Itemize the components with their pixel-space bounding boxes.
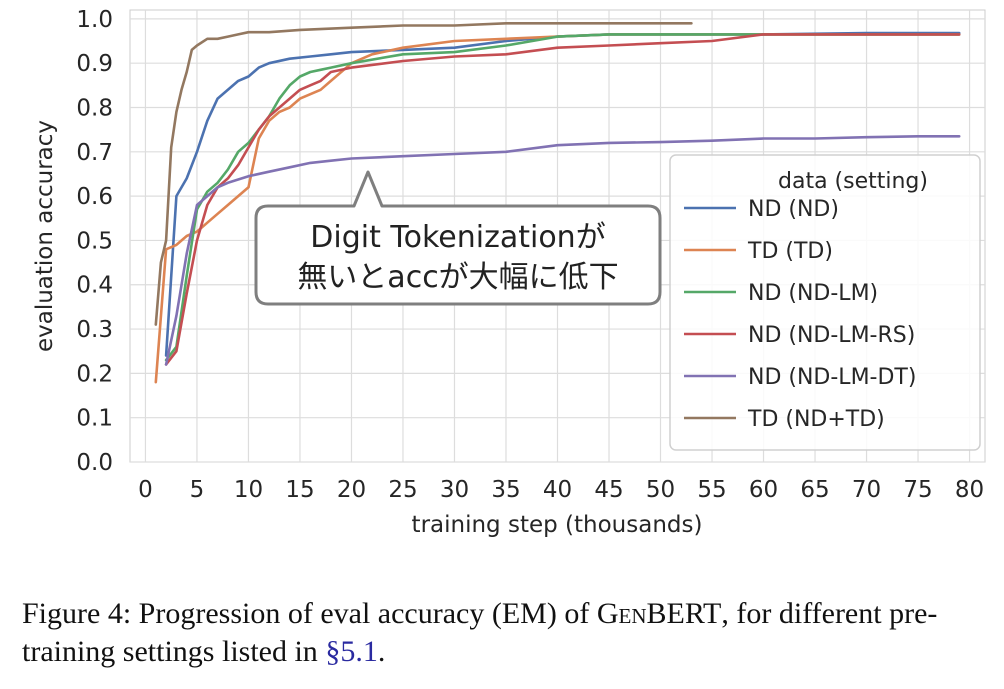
- caption-text-1: Progression of eval accuracy (EM) of: [138, 597, 590, 630]
- legend-label-3: ND (ND-LM): [748, 281, 878, 306]
- legend-label-1: ND (ND): [748, 197, 839, 222]
- caption-model-name: GenBERT: [596, 597, 722, 630]
- caption-text-4: .: [377, 635, 386, 668]
- legend-label-2: TD (TD): [747, 239, 833, 264]
- legend-label-5: ND (ND-LM-DT): [748, 365, 916, 390]
- x-tick-label: 80: [955, 477, 984, 503]
- callout-bubble: [254, 170, 662, 306]
- x-tick-label: 50: [646, 477, 675, 503]
- figure-caption: Figure 4: Progression of eval accuracy (…: [22, 595, 992, 671]
- legend-title: data (setting): [778, 169, 928, 194]
- x-tick-label: 25: [388, 477, 417, 503]
- x-tick-label: 30: [440, 477, 469, 503]
- y-tick-label: 0.7: [76, 140, 113, 166]
- x-tick-label: 20: [337, 477, 366, 503]
- y-tick-label: 0.6: [76, 184, 113, 210]
- x-tick-label: 45: [594, 477, 623, 503]
- x-tick-label: 5: [190, 477, 205, 503]
- series-line-6: [154, 21, 693, 326]
- y-tick-label: 1.0: [76, 7, 113, 33]
- callout-line-2: 無いとaccが大幅に低下: [297, 260, 618, 295]
- x-tick-labels: 0 5 10 15 20 25 30 35 40 45 50 55 60 65 70 75 80: [138, 477, 984, 503]
- y-tick-label: 0.9: [76, 51, 113, 77]
- x-tick-label: 75: [903, 477, 932, 503]
- y-tick-label: 0.5: [76, 228, 113, 254]
- y-tick-label: 0.0: [76, 450, 113, 476]
- y-tick-label: 0.2: [76, 361, 113, 387]
- legend-label-4: ND (ND-LM-RS): [748, 323, 915, 348]
- x-tick-label: 70: [852, 477, 881, 503]
- x-tick-label: 65: [800, 477, 829, 503]
- caption-text-2: ,: [721, 597, 729, 630]
- series-lines: [154, 21, 961, 384]
- legend-items: ND (ND) TD (TD) ND (ND-LM) ND (ND-LM-RS) ND …: [684, 197, 916, 432]
- x-tick-label: 40: [543, 477, 572, 503]
- series-line-3: [164, 33, 961, 362]
- callout-line-1: Digit Tokenizationが: [310, 220, 605, 255]
- y-tick-labels: 0.0 0.1 0.2 0.3 0.4 0.5 0.6 0.7 0.8 0.9 1.0: [76, 7, 113, 476]
- x-tick-label: 10: [234, 477, 263, 503]
- series-line-4: [164, 33, 961, 366]
- caption-section-ref[interactable]: §5.1: [325, 635, 378, 668]
- legend: data (setting) ND (ND)TD (TD)ND (ND-LM)N…: [669, 154, 981, 451]
- y-tick-label: 0.3: [76, 317, 113, 343]
- y-axis-label: evaluation accuracy: [32, 120, 58, 352]
- legend-box: [669, 154, 981, 451]
- annotation-callout: Digit Tokenizationが 無いとaccが大幅に低下: [254, 170, 662, 306]
- x-tick-label: 0: [138, 477, 153, 503]
- y-tick-label: 0.4: [76, 273, 113, 299]
- series-line-5: [164, 135, 961, 366]
- y-tick-label: 0.1: [76, 406, 113, 432]
- caption-label: Figure 4:: [22, 597, 132, 630]
- x-tick-label: 35: [491, 477, 520, 503]
- caption-text-3: for different pre-training settings list…: [22, 597, 938, 668]
- x-tick-label: 55: [697, 477, 726, 503]
- legend-label-6: TD (ND+TD): [747, 407, 885, 432]
- accuracy-chart: 0.0 0.1 0.2 0.3 0.4 0.5 0.6 0.7 0.8 0.9 1.0 0 5 10 15…: [32, 7, 986, 538]
- x-tick-label: 60: [749, 477, 778, 503]
- x-axis-label: training step (thousands): [412, 512, 703, 538]
- y-tick-label: 0.8: [76, 95, 113, 121]
- x-tick-label: 15: [285, 477, 314, 503]
